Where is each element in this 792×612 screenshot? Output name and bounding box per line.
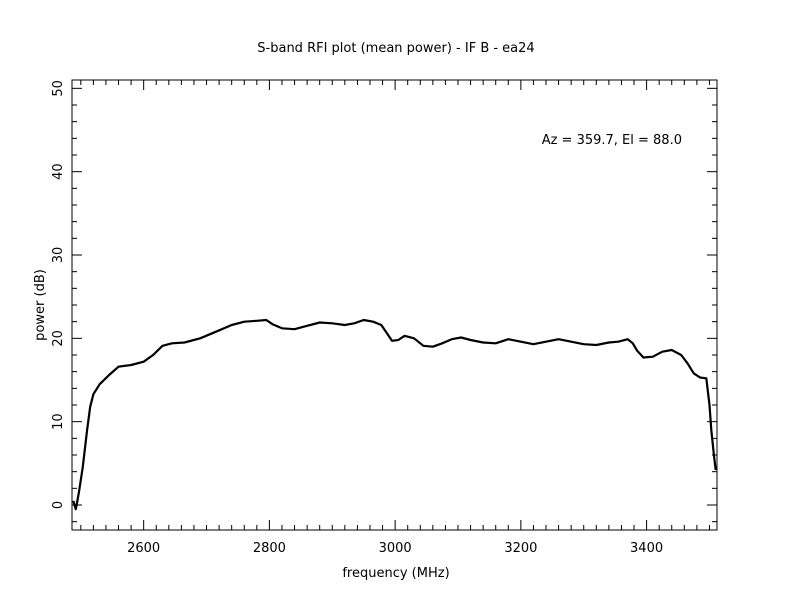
axis-ticks bbox=[72, 80, 717, 530]
x-tick-label: 3200 bbox=[504, 541, 537, 556]
annotation-az-el: Az = 359.7, El = 88.0 bbox=[542, 133, 682, 148]
y-tick-labels: 0 10 20 30 40 50 bbox=[51, 80, 66, 509]
y-axis-label: power (dB) bbox=[33, 269, 48, 341]
x-tick-label: 3400 bbox=[630, 541, 663, 556]
y-tick-label: 20 bbox=[51, 330, 66, 347]
y-tick-label: 40 bbox=[51, 163, 66, 180]
y-tick-label: 50 bbox=[51, 80, 66, 97]
x-tick-label: 2800 bbox=[253, 541, 286, 556]
series-line bbox=[72, 318, 717, 511]
y-tick-label: 10 bbox=[51, 413, 66, 430]
y-tick-label: 30 bbox=[51, 247, 66, 264]
x-tick-labels: 2600 2800 3000 3200 3400 bbox=[127, 541, 663, 556]
x-axis-label: frequency (MHz) bbox=[342, 566, 449, 581]
chart-title: S-band RFI plot (mean power) - IF B - ea… bbox=[257, 41, 534, 56]
x-tick-label: 2600 bbox=[127, 541, 160, 556]
x-tick-label: 3000 bbox=[379, 541, 412, 556]
y-tick-label: 0 bbox=[51, 501, 66, 509]
